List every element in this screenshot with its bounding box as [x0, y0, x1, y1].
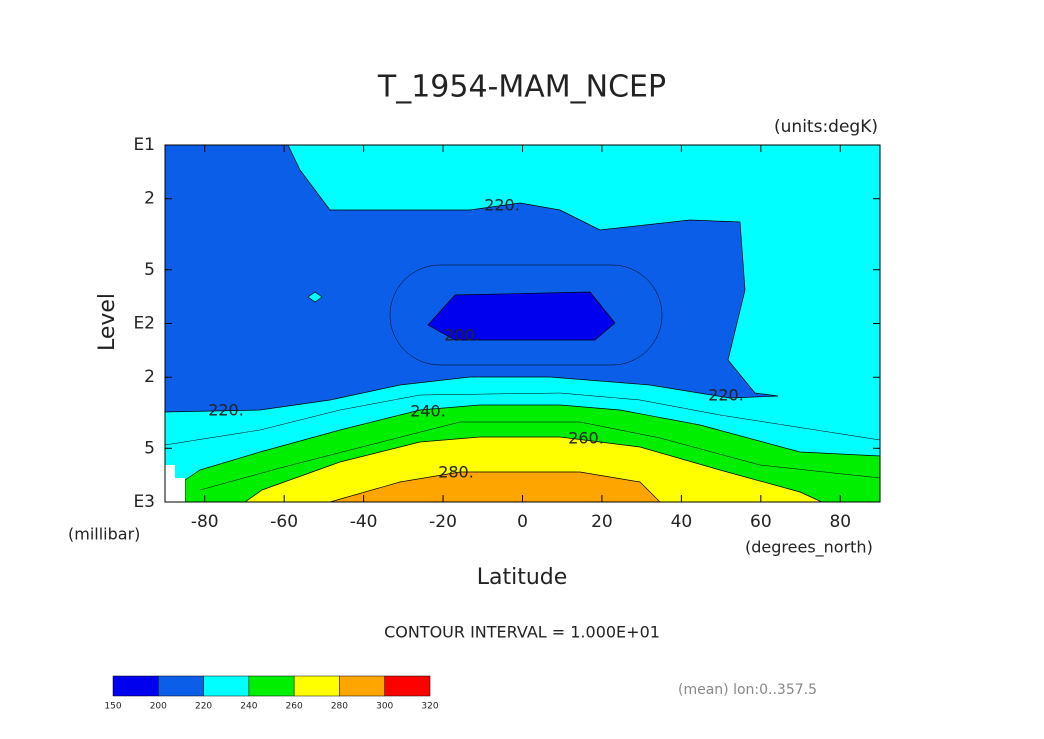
y-tick-label: 5: [144, 438, 155, 458]
contour-label: 260.: [568, 429, 604, 448]
x-tick-label: 60: [750, 512, 772, 532]
x-tick-label: -20: [429, 512, 457, 532]
x-tick-label: 80: [829, 512, 851, 532]
colorbar-label: 300: [376, 702, 393, 712]
x-tick-label: -60: [270, 512, 298, 532]
y-tick-label: 2: [144, 189, 155, 209]
x-unit-label: (degrees_north): [745, 538, 873, 558]
y-tick-label: E3: [133, 492, 155, 512]
contour-label: 280.: [438, 463, 474, 482]
colorbar-label: 320: [421, 702, 438, 712]
y-tick-label: E2: [133, 314, 155, 334]
colorbar-box: [384, 675, 431, 697]
colorbar-box: [248, 675, 295, 697]
x-tick-label: 40: [671, 512, 693, 532]
contour-region: [164, 144, 779, 413]
footnote: (mean) lon:0..357.5: [678, 682, 817, 698]
x-tick-label: -40: [350, 512, 378, 532]
colorbar-label: 260: [286, 702, 303, 712]
x-axis-label: Latitude: [477, 565, 568, 590]
inner-contour: [389, 264, 663, 366]
colorbar-box: [158, 675, 204, 697]
contour-interval-note: CONTOUR INTERVAL = 1.000E+01: [384, 623, 660, 642]
y-tick-label: 2: [144, 367, 155, 387]
colorbar-box: [293, 675, 340, 697]
colorbar-box: [203, 675, 250, 697]
x-tick-label: 20: [591, 512, 613, 532]
colorbar-label: 280: [331, 702, 348, 712]
x-tick-label: 0: [517, 512, 528, 532]
missing-data: [165, 465, 185, 502]
contour-label: 220.: [484, 196, 520, 215]
contour-region: [427, 291, 616, 341]
colorbar-label: 240: [240, 702, 257, 712]
units-label: (units:degK): [774, 117, 878, 137]
inner-contour: [199, 421, 881, 491]
chart-title: T_1954-MAM_NCEP: [377, 70, 666, 105]
x-tick-label: -80: [191, 512, 219, 532]
y-tick-label: 5: [144, 260, 155, 280]
y-tick-label: E1: [133, 135, 155, 155]
colorbar-label: 200: [150, 702, 167, 712]
y-unit-label: (millibar): [68, 525, 140, 544]
y-axis-label: Level: [95, 293, 120, 351]
contour-label: 220.: [708, 386, 744, 405]
contour-label: 200.: [444, 326, 480, 345]
colorbar-label: 220: [195, 702, 212, 712]
inner-contour: [164, 392, 881, 446]
colorbar-box: [112, 675, 159, 697]
contour-label: 240.: [410, 402, 446, 421]
colorbar-box: [339, 675, 385, 697]
contour-region: [307, 291, 323, 303]
contour-label: 220.: [208, 401, 244, 420]
colorbar-label: 150: [104, 702, 121, 712]
